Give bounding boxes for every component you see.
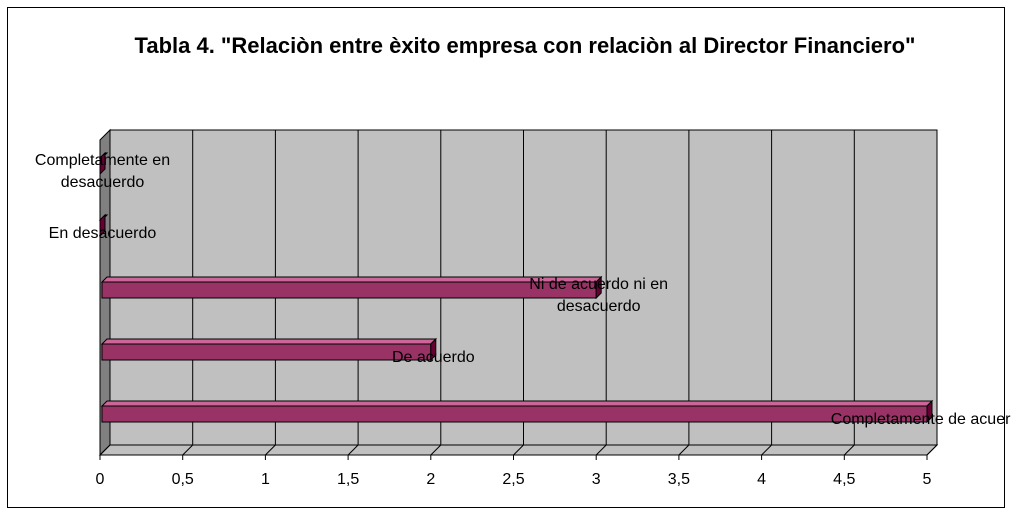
grid-floor-line <box>347 444 359 456</box>
grid-floor-line <box>761 444 772 456</box>
bar <box>100 399 934 424</box>
data-label: En desacuerdo <box>48 225 157 242</box>
grid-floor-line <box>265 444 276 456</box>
grid-floor-line <box>843 444 855 456</box>
bar-end <box>595 275 602 300</box>
bar <box>98 151 109 176</box>
grid-floor-line <box>430 444 442 456</box>
data-label: Completamente en desacuerdo <box>34 152 171 191</box>
grid-floor-line <box>595 444 607 456</box>
bar <box>100 275 603 300</box>
data-label: De acuerdo <box>391 349 475 366</box>
chart-title: Tabla 4. "Relaciòn entre èxito empresa c… <box>134 33 916 58</box>
grid-floor-line <box>926 444 938 456</box>
bar-top <box>100 400 934 407</box>
grid-floor-line <box>99 444 111 456</box>
grid-floor-line <box>513 444 524 456</box>
bar-front <box>101 405 928 423</box>
data-label: Completamente de acuerdo <box>830 411 1011 428</box>
x-tick-label: 2,5 <box>502 471 524 488</box>
x-tick-label: 3,5 <box>668 471 690 488</box>
bar-end <box>430 337 437 362</box>
x-tick-label: 1 <box>261 471 270 488</box>
x-tick-label: 1,5 <box>337 471 359 488</box>
x-tick-label: 2 <box>426 471 435 488</box>
bar-end <box>99 213 106 238</box>
grid-floor-line <box>678 444 690 456</box>
grid-floor-line <box>182 444 194 456</box>
x-tick-label: 0,5 <box>172 471 194 488</box>
x-tick-label: 4 <box>757 471 766 488</box>
x-tick-label: 4,5 <box>833 471 855 488</box>
x-tick-label: 3 <box>592 471 601 488</box>
bar-end <box>99 151 106 176</box>
bar <box>98 213 109 238</box>
x-tick-label: 5 <box>923 471 932 488</box>
data-label: Ni de acuerdo ni en desacuerdo <box>529 276 669 315</box>
bar <box>100 337 438 362</box>
x-tick-label: 0 <box>96 471 105 488</box>
bar-end <box>926 399 933 424</box>
